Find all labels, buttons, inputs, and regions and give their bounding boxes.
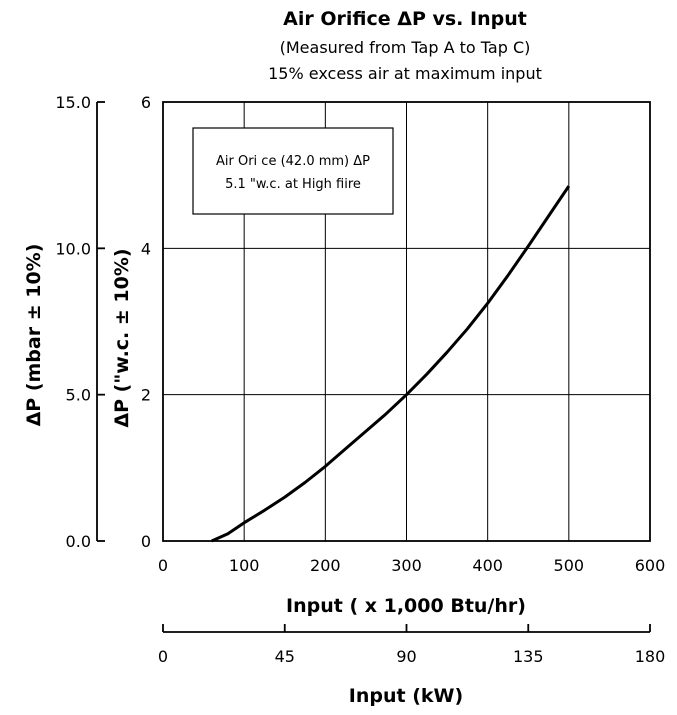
legend-line-2: 5.1 "w.c. at High fiire [225, 177, 361, 192]
y2-tick-label: 5.0 [66, 386, 91, 405]
x-axis-title: Input ( x 1,000 Btu/hr) [286, 595, 526, 617]
secondary-x-axis: 0 45 90 135 180 [158, 624, 665, 666]
chart-subtitle-line-2: 15% excess air at maximum input [268, 64, 542, 83]
x2-axis-title: Input (kW) [349, 685, 463, 707]
y-tick-label: 4 [141, 239, 151, 258]
x2-tick-label: 90 [396, 647, 416, 666]
legend-box: Air Ori ce (42.0 mm) ΔP 5.1 "w.c. at Hig… [192, 127, 394, 215]
x2-tick-label: 180 [635, 647, 666, 666]
y-tick-label: 0 [141, 532, 151, 551]
secondary-y-axis: 0.0 5.0 10.0 15.0 [55, 93, 105, 551]
y2-tick-label: 10.0 [55, 239, 91, 258]
x2-tick-label: 0 [158, 647, 168, 666]
x-tick-label: 600 [635, 556, 666, 575]
y-tick-label: 2 [141, 386, 151, 405]
x2-tick-label: 135 [513, 647, 544, 666]
legend-line-1: Air Ori ce (42.0 mm) ΔP [216, 154, 370, 169]
y-tick-label: 6 [141, 93, 151, 112]
x-tick-label: 300 [391, 556, 422, 575]
plot-area: 0 100 200 300 400 500 600 0 2 4 6 [141, 93, 665, 575]
data-line [211, 185, 571, 543]
chart-subtitle-line-1: (Measured from Tap A to Tap C) [280, 38, 531, 57]
y-axis-title: ΔP ("w.c. ± 10%) [111, 248, 133, 427]
x-tick-label: 400 [472, 556, 503, 575]
plot-frame [162, 101, 651, 542]
y2-axis-title: ΔP (mbar ± 10%) [23, 244, 45, 427]
x-tick-label: 100 [229, 556, 260, 575]
x-tick-label: 200 [310, 556, 341, 575]
chart-title: Air Orifice ΔP vs. Input [283, 8, 527, 30]
legend-frame [192, 127, 394, 215]
y2-tick-label: 0.0 [66, 532, 91, 551]
x-tick-label: 0 [158, 556, 168, 575]
x2-tick-label: 45 [275, 647, 295, 666]
x-tick-label: 500 [554, 556, 585, 575]
y2-tick-label: 15.0 [55, 93, 91, 112]
